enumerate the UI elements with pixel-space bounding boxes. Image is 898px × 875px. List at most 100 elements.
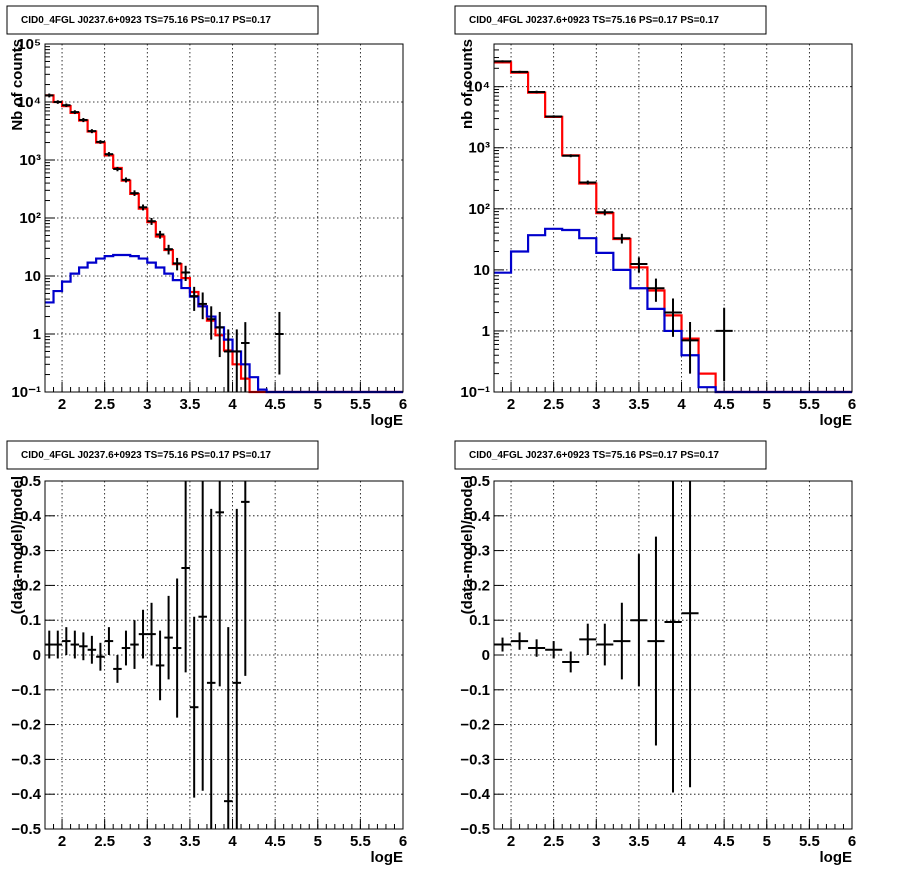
y-tick-label: 10³ <box>19 152 41 169</box>
y-tick-label: −0.2 <box>11 717 41 734</box>
y-tick-label: −0.1 <box>11 682 41 699</box>
data-point <box>87 129 97 134</box>
residual-point <box>232 508 242 829</box>
data-point <box>155 230 165 239</box>
x-tick-label: 5 <box>314 833 322 850</box>
y-tick-label: 0.4 <box>469 508 491 525</box>
data-point <box>130 190 139 196</box>
residual-point <box>121 630 131 666</box>
data-point <box>113 166 122 172</box>
residual-point <box>664 481 682 793</box>
data-point <box>664 298 682 337</box>
residual-point <box>113 655 122 683</box>
y-tick-label: 10 <box>473 262 490 279</box>
title-box <box>454 5 767 35</box>
x-tick-label: 4.5 <box>265 833 286 850</box>
residual-point <box>681 481 699 788</box>
y-tick-label: 0.2 <box>469 577 490 594</box>
x-tick-label: 3 <box>143 396 151 413</box>
x-tick-label: 4.5 <box>265 396 286 413</box>
y-tick-label: −0.4 <box>11 786 41 803</box>
x-tick-label: 3 <box>592 396 600 413</box>
x-axis-title: logE <box>371 849 404 866</box>
x-axis-title: logE <box>820 412 853 429</box>
x-tick-label: 2 <box>58 833 66 850</box>
data-point <box>206 306 216 340</box>
x-tick-label: 3 <box>143 833 151 850</box>
y-tick-label: −0.4 <box>460 786 490 803</box>
plot-frame <box>44 480 404 830</box>
panel-residuals-left: CID0_4FGL J0237.6+0923 TS=75.16 PS=0.17 … <box>6 440 407 866</box>
y-tick-label: 10⁵ <box>17 36 41 53</box>
plot-frame <box>493 43 853 393</box>
chart-title: CID0_4FGL J0237.6+0923 TS=75.16 PS=0.17 … <box>469 15 719 26</box>
data-point <box>579 180 597 185</box>
chart-title: CID0_4FGL J0237.6+0923 TS=75.16 PS=0.17 … <box>469 450 719 461</box>
x-tick-label: 5.5 <box>350 396 371 413</box>
y-tick-label: 10³ <box>468 140 490 157</box>
y-tick-label: 10² <box>19 210 41 227</box>
data-point <box>528 90 546 94</box>
y-tick-label: 10⁻¹ <box>11 384 41 401</box>
residual-point <box>511 632 529 650</box>
x-tick-label: 2.5 <box>543 396 564 413</box>
data-point <box>596 209 614 216</box>
data-point <box>189 286 199 311</box>
data-point <box>164 244 173 255</box>
x-tick-label: 3 <box>592 833 600 850</box>
residual-point <box>528 639 546 657</box>
data-point <box>79 117 88 123</box>
data-point <box>147 218 156 225</box>
data-point <box>681 322 699 374</box>
y-tick-label: −0.1 <box>460 682 490 699</box>
data-point <box>70 110 80 115</box>
data-point <box>715 307 733 382</box>
data-point <box>96 140 105 144</box>
y-tick-label: −0.2 <box>460 717 490 734</box>
residual-point <box>53 630 63 659</box>
x-tick-label: 5 <box>763 833 771 850</box>
y-axis-title: (data-model)/model <box>9 476 26 614</box>
title-box <box>454 440 767 470</box>
data-point <box>181 265 190 281</box>
residual-point <box>181 481 190 673</box>
y-tick-label: 0 <box>482 647 490 664</box>
data-point <box>241 322 250 392</box>
x-tick-label: 5 <box>763 396 771 413</box>
y-tick-label: 10² <box>468 201 490 218</box>
residual-point <box>104 627 114 655</box>
x-tick-label: 2.5 <box>543 833 564 850</box>
x-tick-label: 4 <box>228 396 237 413</box>
residual-point <box>45 630 54 659</box>
y-tick-label: 10⁻¹ <box>460 384 490 401</box>
y-tick-label: 10⁴ <box>466 79 490 96</box>
y-tick-label: 0.1 <box>20 612 41 629</box>
residual-point <box>62 627 71 655</box>
x-tick-label: 3.5 <box>179 833 200 850</box>
y-axis-title: (data-model)/model <box>459 476 476 614</box>
y-tick-label: 0.3 <box>469 543 490 560</box>
data-point <box>562 154 580 158</box>
data-point <box>224 329 233 392</box>
plot-frame <box>44 43 404 393</box>
x-tick-label: 3.5 <box>628 833 649 850</box>
data-point <box>494 60 512 63</box>
data-point <box>198 292 207 320</box>
x-tick-label: 5.5 <box>350 833 371 850</box>
x-tick-label: 5 <box>314 396 322 413</box>
data-point <box>53 100 63 104</box>
residual-point <box>138 609 148 659</box>
residual-point <box>189 616 199 798</box>
residual-point <box>562 651 580 673</box>
y-tick-label: 0.1 <box>469 612 490 629</box>
x-tick-label: 6 <box>848 833 856 850</box>
residual-point <box>87 635 97 664</box>
x-tick-label: 6 <box>399 833 407 850</box>
data-point <box>138 204 148 211</box>
x-tick-label: 5.5 <box>799 833 820 850</box>
data-point <box>275 311 284 375</box>
x-tick-label: 2 <box>58 396 66 413</box>
total-model-line <box>45 94 403 394</box>
data-point <box>647 278 665 302</box>
